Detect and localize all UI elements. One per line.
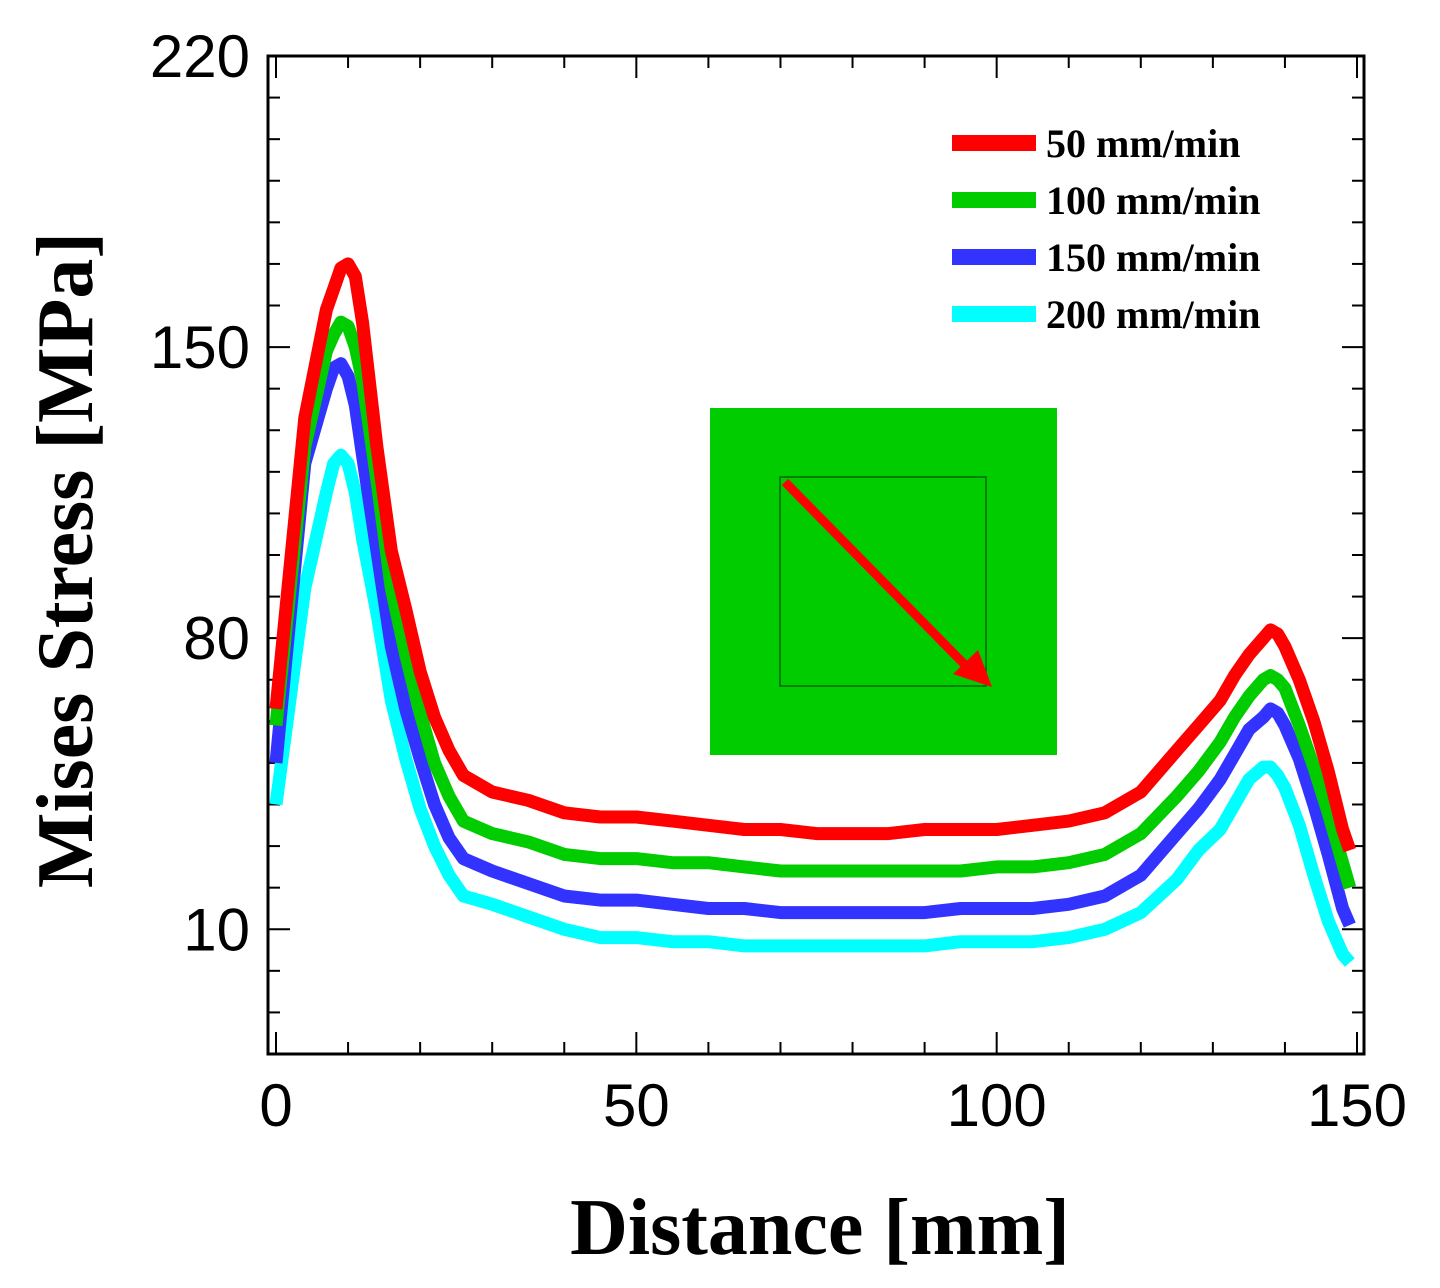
series-line-50-mm-min <box>269 257 1356 853</box>
legend-label: 150 mm/min <box>1046 235 1260 280</box>
series-line-150-mm-min <box>269 357 1356 928</box>
series-lines <box>269 257 1357 967</box>
x-tick-label: 100 <box>947 1072 1047 1139</box>
plot-area <box>266 54 1366 1056</box>
y-tick-label: 10 <box>183 896 250 963</box>
series-line-200-mm-min <box>269 448 1355 967</box>
y-tick-label: 80 <box>183 605 250 672</box>
legend-label: 200 mm/min <box>1046 292 1260 337</box>
x-tick-label: 0 <box>259 1072 292 1139</box>
x-tick-label: 150 <box>1307 1072 1407 1139</box>
y-tick-label: 150 <box>150 314 250 381</box>
legend-label: 100 mm/min <box>1046 178 1260 223</box>
inset-weld-region <box>779 476 987 687</box>
x-axis-title: Distance [mm] <box>570 1184 1070 1272</box>
inset-path-arrow-shaft <box>781 478 972 672</box>
inset-path-arrow-head <box>953 650 992 687</box>
tick-marks <box>268 55 1364 1054</box>
legend-label: 50 mm/min <box>1046 121 1240 166</box>
y-tick-label: 220 <box>150 23 250 90</box>
inset-diagram <box>710 408 1057 755</box>
x-tick-label: 50 <box>603 1072 670 1139</box>
y-axis-title: Mises Stress [MPa] <box>22 232 110 888</box>
tick-labels: 0 50 100 150 10 80 150 220 <box>150 23 1407 1139</box>
legend: 50 mm/min 100 mm/min 150 mm/min 200 mm/min <box>952 121 1260 337</box>
